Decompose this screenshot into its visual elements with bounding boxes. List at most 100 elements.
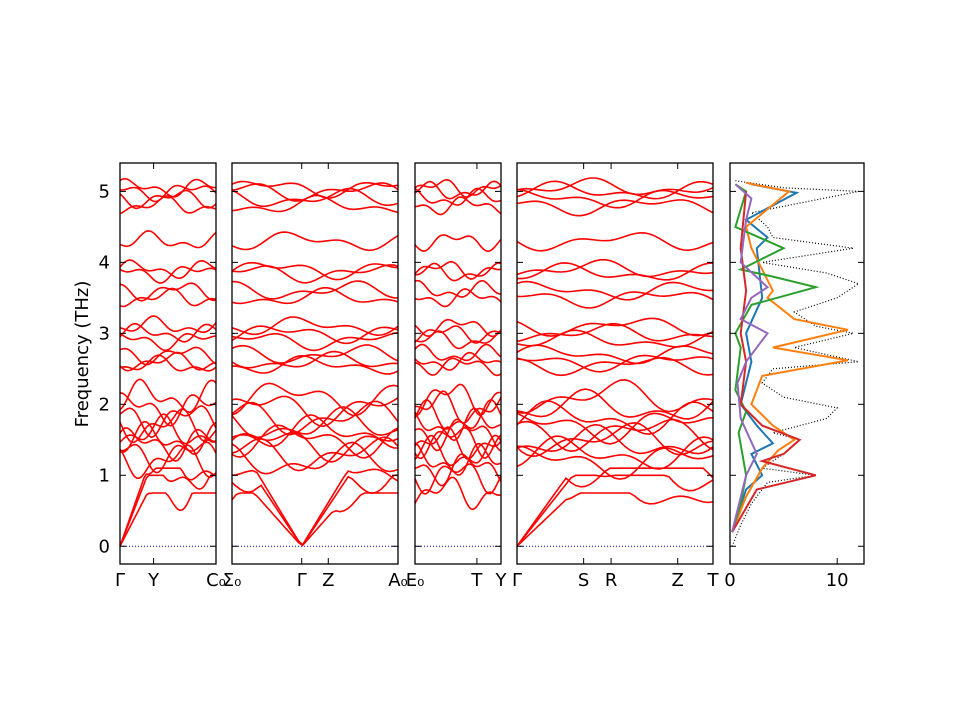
- band-line: [119, 441, 217, 474]
- band-line: [231, 182, 399, 202]
- band-line: [119, 265, 217, 284]
- band-line: [516, 467, 714, 547]
- band-line: [414, 187, 502, 206]
- dos-x-tick-label: 0: [724, 570, 735, 591]
- y-tick-label: 5: [99, 181, 110, 202]
- band-panel-2: Σ₀ Γ Z A₀: [223, 162, 408, 591]
- panel-frame: [119, 162, 217, 565]
- band-line: [119, 346, 217, 366]
- band-line: [516, 344, 714, 365]
- band-line: [516, 388, 714, 420]
- band-line: [231, 414, 399, 449]
- band-line: [231, 382, 399, 417]
- band-line: [119, 259, 217, 280]
- y-tick-label: 3: [99, 323, 110, 344]
- band-line: [119, 177, 216, 198]
- band-line: [231, 492, 398, 547]
- band-line: [231, 261, 399, 281]
- dos-panel: 0 10: [724, 162, 865, 591]
- band-line: [516, 412, 714, 445]
- band-panel-1: 0 1 2 3 4 5 Γ Y C₀: [99, 162, 226, 591]
- band-line: [119, 467, 217, 547]
- band-line: [231, 354, 399, 375]
- band-line: [414, 442, 502, 476]
- band-line: [119, 189, 217, 210]
- band-line: [516, 322, 714, 343]
- band-line: [415, 262, 502, 282]
- band-line: [119, 492, 216, 547]
- band-line: [414, 463, 502, 495]
- dos-line: [731, 180, 860, 547]
- band-line: [516, 317, 714, 337]
- dos-frame: [729, 162, 865, 565]
- x-tick-label: Γ: [297, 570, 307, 591]
- band-line: [231, 424, 399, 459]
- x-tick-label: Σ₀: [223, 570, 242, 591]
- x-tick-label: T: [470, 570, 483, 591]
- band-line: [231, 316, 399, 337]
- band-line: [231, 264, 399, 284]
- band-line: [231, 180, 399, 199]
- band-line: [516, 474, 714, 547]
- band-line: [414, 399, 502, 430]
- band-line: [414, 260, 502, 280]
- band-line: [119, 287, 217, 308]
- band-line: [231, 468, 399, 547]
- band-panel-3: E₀ T Y: [406, 162, 508, 591]
- dos-line: [731, 191, 817, 533]
- x-tick-label: Γ: [115, 570, 125, 591]
- x-tick-label: Y: [495, 570, 508, 591]
- band-line: [119, 184, 217, 203]
- band-line: [414, 325, 502, 344]
- band-line: [119, 230, 217, 249]
- x-tick-label: S: [578, 570, 589, 591]
- band-line: [516, 188, 714, 209]
- panel-frame: [231, 162, 399, 565]
- band-line: [231, 400, 399, 436]
- band-line: [516, 258, 714, 278]
- band-line: [231, 325, 399, 345]
- x-tick-label: Y: [147, 570, 160, 591]
- band-line: [231, 331, 399, 352]
- band-line: [231, 194, 399, 214]
- band-line: [119, 351, 217, 372]
- band-line: [414, 426, 502, 460]
- band-line: [119, 444, 217, 479]
- band-line: [516, 280, 713, 301]
- dos-line: [731, 181, 849, 533]
- band-line: [119, 474, 216, 547]
- band-line: [119, 322, 217, 343]
- band-line: [231, 406, 399, 439]
- band-line: [119, 282, 217, 302]
- band-line: [516, 435, 714, 470]
- band-line: [119, 405, 217, 438]
- band-line: [119, 378, 217, 414]
- band-line: [231, 280, 399, 300]
- band-line: [414, 383, 502, 417]
- band-line: [414, 196, 502, 216]
- x-tick-label: E₀: [406, 570, 425, 591]
- band-line: [119, 195, 217, 215]
- band-line: [231, 231, 399, 252]
- y-axis-label: Frequency (THz): [72, 281, 93, 428]
- band-line: [414, 288, 502, 308]
- band-line: [516, 492, 714, 547]
- band-line: [414, 390, 502, 424]
- band-line: [119, 354, 217, 372]
- band-line: [516, 354, 714, 373]
- x-tick-label: Z: [672, 570, 684, 591]
- band-line: [231, 287, 399, 305]
- band-line: [414, 434, 502, 467]
- band-line: [516, 329, 714, 348]
- band-line: [119, 315, 217, 334]
- panel-frame: [516, 162, 714, 565]
- band-line: [516, 421, 714, 458]
- band-line: [231, 441, 399, 475]
- x-tick-label: A₀: [388, 570, 408, 591]
- band-line: [119, 413, 217, 445]
- band-line: [414, 357, 502, 377]
- band-line: [414, 351, 502, 371]
- band-line: [516, 177, 714, 196]
- band-line: [119, 332, 217, 352]
